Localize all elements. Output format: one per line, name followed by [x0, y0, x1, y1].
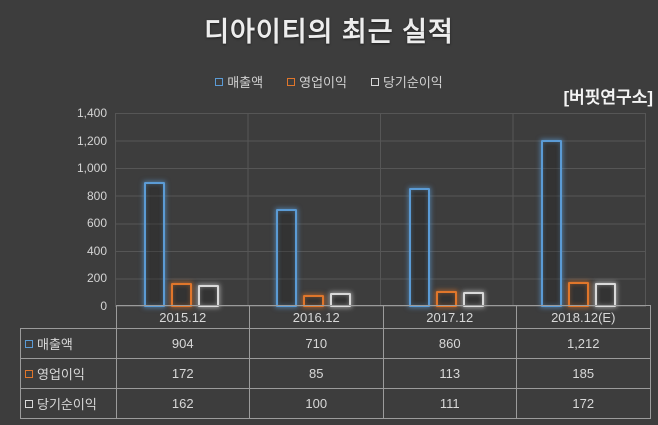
cell-op-2017: 113 [382, 358, 517, 389]
legend-item-operating-profit: 영업이익 [287, 72, 347, 91]
row-label-text: 매출액 [37, 337, 73, 352]
legend-label-net-income: 당기순이익 [382, 75, 443, 90]
legend-label-revenue: 매출액 [227, 75, 264, 90]
cell-op-2015: 172 [115, 358, 250, 389]
watermark-label: [버핏연구소] [563, 88, 653, 107]
row-label-operating-profit: 영업이익 [20, 358, 117, 389]
y-tick-400: 400 [86, 243, 107, 258]
net-income-marker-icon [25, 399, 33, 408]
bar-revenue-2018.12(E) [541, 139, 563, 307]
bar-revenue-2017.12 [408, 188, 430, 307]
table-row-revenue: 매출액 904 710 860 1,212 [20, 328, 651, 359]
chart-title: 디아이티의 최근 실적 [204, 17, 454, 47]
bar-net-income-2015.12 [197, 284, 219, 307]
bar-revenue-2016.12 [276, 209, 298, 307]
legend-item-revenue: 매출액 [215, 72, 263, 91]
y-tick-1000: 1,000 [76, 161, 107, 176]
legend-label-operating-profit: 영업이익 [299, 75, 347, 90]
bar-operating-profit-2018.12(E) [568, 281, 590, 307]
row-label-net-income: 당기순이익 [20, 388, 117, 419]
bar-revenue-2015.12 [143, 182, 165, 307]
cell-revenue-2015: 904 [115, 328, 250, 359]
table-header-2016: 2016.12 [249, 305, 384, 329]
cell-ni-2015: 162 [115, 388, 250, 419]
y-tick-1400: 1,400 [76, 106, 107, 120]
operating-profit-marker-icon [25, 369, 33, 378]
table-corner [21, 306, 117, 329]
table-header-2017: 2017.12 [382, 305, 517, 329]
row-label-revenue: 매출액 [20, 328, 117, 359]
legend-item-net-income: 당기순이익 [370, 72, 443, 91]
cell-revenue-2017: 860 [382, 328, 517, 359]
row-label-text: 영업이익 [37, 367, 85, 382]
bar-operating-profit-2015.12 [170, 283, 192, 307]
cell-ni-2018e: 172 [516, 388, 651, 419]
y-tick-600: 600 [86, 216, 107, 231]
cell-op-2016: 85 [249, 358, 384, 389]
y-tick-200: 200 [86, 271, 107, 286]
row-label-text: 당기순이익 [37, 397, 97, 412]
cell-ni-2017: 111 [382, 388, 517, 419]
y-tick-800: 800 [86, 188, 107, 203]
bar-net-income-2018.12(E) [595, 283, 617, 307]
revenue-marker-icon [215, 77, 224, 86]
net-income-marker-icon [370, 77, 379, 86]
table-row-operating-profit: 영업이익 172 85 113 185 [20, 358, 651, 389]
operating-profit-marker-icon [287, 77, 296, 86]
cell-ni-2016: 100 [249, 388, 384, 419]
y-axis: 0 200 400 600 800 1,000 1,200 1,400 [0, 106, 107, 313]
y-tick-0: 0 [100, 299, 107, 313]
cell-revenue-2018e: 1,212 [516, 328, 651, 359]
table-header-row: 2015.12 2016.12 2017.12 2018.12(E) [21, 305, 651, 329]
table-header-2018e: 2018.12(E) [516, 305, 651, 329]
cell-revenue-2016: 710 [249, 328, 384, 359]
table-row-net-income: 당기순이익 162 100 111 172 [20, 388, 651, 419]
plot-area [115, 113, 646, 307]
legend: 매출액 영업이익 당기순이익 [0, 72, 658, 91]
revenue-marker-icon [25, 339, 33, 348]
y-tick-1200: 1,200 [76, 133, 107, 148]
data-table: 2015.12 2016.12 2017.12 2018.12(E) 매출액 9… [20, 305, 651, 419]
cell-op-2018e: 185 [516, 358, 651, 389]
table-header-2015: 2015.12 [115, 305, 250, 329]
